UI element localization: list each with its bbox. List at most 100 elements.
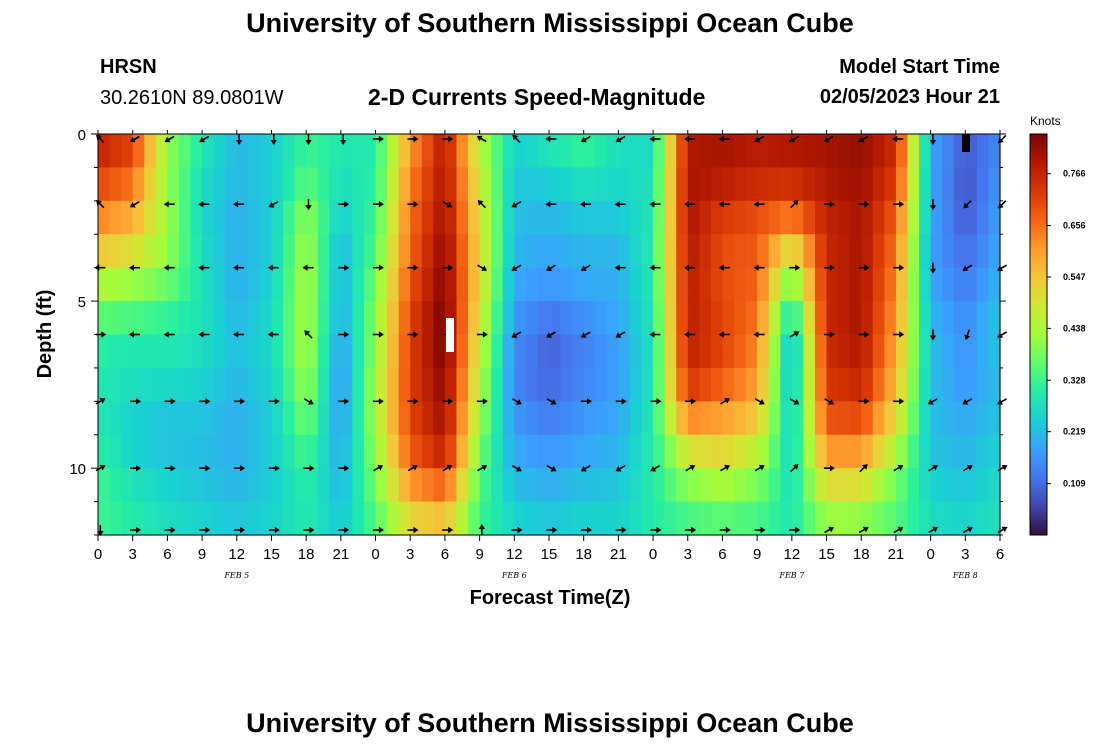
current-arrow [615, 465, 626, 472]
heatmap-cell [155, 367, 168, 402]
heatmap-cell [653, 234, 666, 269]
heatmap-cell [444, 267, 458, 302]
heatmap-cell [930, 401, 943, 436]
heatmap-cell [826, 468, 839, 503]
heatmap-cell [109, 301, 122, 336]
heatmap-cell [294, 501, 307, 536]
x-tick-label: 12 [506, 546, 523, 563]
heatmap-cell [953, 501, 966, 536]
heatmap-cell [838, 267, 851, 302]
heatmap-cell [502, 401, 515, 436]
current-arrow [267, 264, 279, 271]
heatmap-cell [583, 468, 596, 503]
heatmap-cell [190, 367, 203, 402]
heatmap-cell [109, 200, 122, 235]
heatmap-cell [421, 501, 434, 536]
heatmap-cell [410, 200, 423, 235]
heatmap-cell [814, 234, 828, 269]
heatmap-cell [953, 434, 966, 469]
heatmap-cell [895, 167, 909, 202]
heatmap-cell [167, 367, 180, 402]
heatmap-cell [537, 167, 550, 202]
heatmap-cell [98, 301, 111, 336]
x-tick-label: 0 [649, 546, 657, 563]
current-arrow [164, 465, 176, 472]
heatmap-cell [676, 200, 689, 235]
y-tick-label: 10 [69, 461, 86, 478]
heatmap-cell [549, 167, 562, 202]
heatmap-cell [259, 134, 273, 169]
heatmap-cell [456, 134, 469, 169]
heatmap-cell [479, 401, 492, 436]
heatmap-cell [363, 234, 377, 269]
day-label: FEB 7 [778, 571, 805, 580]
heatmap-cell [190, 434, 203, 469]
heatmap-cell [583, 401, 596, 436]
heatmap-cell [317, 468, 330, 503]
current-arrow [546, 398, 557, 405]
heatmap-cell [259, 434, 273, 469]
heatmap-cell [352, 234, 365, 269]
heatmap-cell [340, 234, 354, 269]
heatmap-cell [375, 334, 388, 369]
heatmap-cell [479, 134, 492, 169]
current-arrow [684, 264, 696, 271]
heatmap-cell [340, 367, 354, 402]
heatmap-cell [387, 234, 400, 269]
heatmap-cell [468, 334, 481, 369]
heatmap-cell [468, 134, 481, 169]
heatmap-cell [98, 134, 111, 169]
heatmap-cell [641, 501, 654, 536]
heatmap-cell [468, 434, 481, 469]
heatmap-cell [861, 301, 874, 336]
heatmap-cell [861, 167, 874, 202]
heatmap-cell [629, 134, 643, 169]
heatmap-cell [653, 468, 666, 503]
y-tick-label: 0 [78, 127, 86, 144]
heatmap-cell [988, 401, 1001, 436]
heatmap-cell [456, 367, 469, 402]
current-arrow [163, 331, 175, 338]
heatmap-cell [248, 301, 261, 336]
current-arrow [477, 464, 488, 472]
heatmap-cell [849, 167, 862, 202]
x-tick-label: 6 [441, 546, 449, 563]
current-arrow [718, 135, 730, 143]
heatmap-cell [502, 501, 515, 536]
heatmap-cell [583, 234, 596, 269]
heatmap-cell [363, 367, 377, 402]
heatmap-cell [410, 501, 423, 536]
heatmap-cell [583, 134, 596, 169]
heatmap-cell [838, 200, 851, 235]
heatmap-cell [710, 301, 724, 336]
heatmap-cell [352, 434, 365, 469]
heatmap-cell [780, 167, 793, 202]
heatmap-cell [155, 334, 168, 369]
current-arrow [962, 264, 973, 271]
heatmap-cell [398, 234, 411, 269]
heatmap-cell [248, 434, 261, 469]
heatmap-cell [572, 234, 585, 269]
x-tick-label: 9 [198, 546, 206, 563]
heatmap-cell [514, 468, 527, 503]
heatmap-cell [572, 367, 585, 402]
heatmap-cell [398, 167, 411, 202]
heatmap-cell [433, 367, 446, 402]
heatmap-cell [676, 367, 689, 402]
heatmap-cell [734, 234, 747, 269]
heatmap-cell [849, 434, 862, 469]
heatmap-cell [248, 167, 261, 202]
heatmap-cell [202, 301, 215, 336]
heatmap-cell [259, 234, 273, 269]
heatmap-cell [722, 234, 735, 269]
heatmap-cell [583, 200, 596, 235]
heatmap-cell [433, 301, 446, 336]
heatmap-cell [734, 501, 747, 536]
heatmap-cell [907, 334, 920, 369]
heatmap-cell [387, 367, 400, 402]
heatmap-cell [699, 468, 712, 503]
current-arrow [130, 465, 141, 472]
heatmap-cell [213, 167, 226, 202]
colorbar-tick-label: 0.766 [1063, 169, 1086, 179]
heatmap-cell [653, 167, 666, 202]
